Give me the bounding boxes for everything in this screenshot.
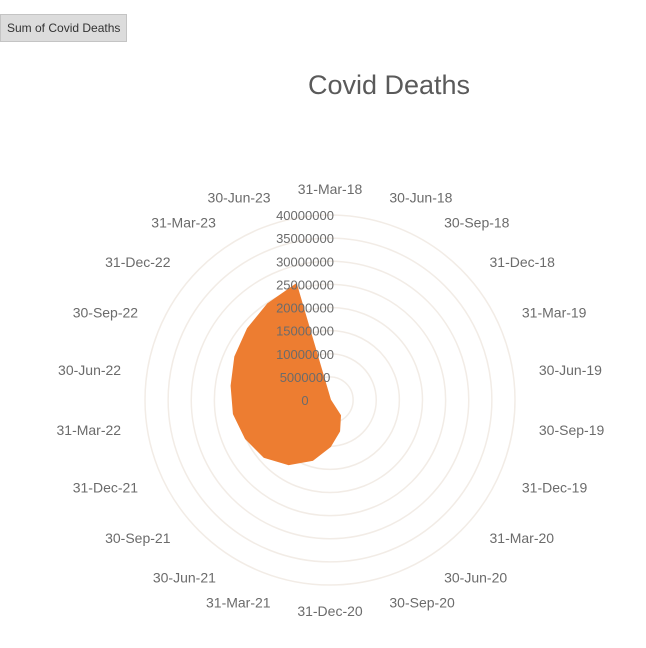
category-label: 31-Dec-19 [522,480,588,496]
tick-label: 0 [301,393,308,408]
category-label: 30-Sep-22 [73,304,139,320]
tick-label: 30000000 [276,254,334,269]
category-label: 30-Sep-21 [105,530,171,546]
category-label: 30-Jun-18 [389,190,452,206]
tick-label: 15000000 [276,324,334,339]
category-label: 31-Mar-20 [490,530,555,546]
category-label: 30-Jun-21 [153,570,216,586]
category-label: 30-Jun-20 [444,570,507,586]
tick-label: 10000000 [276,347,334,362]
category-label: 30-Sep-19 [539,422,605,438]
category-label: 31-Dec-22 [105,254,171,270]
grid-ring [167,237,493,563]
category-label: 30-Sep-18 [444,215,510,231]
category-label: 30-Jun-22 [58,362,121,378]
chart-title: Covid Deaths [307,70,471,100]
grid-ring [190,260,470,540]
category-label: 30-Sep-20 [389,595,455,611]
category-label: 31-Mar-21 [206,595,271,611]
tick-label: 5000000 [280,370,331,385]
field-button-sum-of-covid-deaths[interactable]: Sum of Covid Deaths [0,14,128,42]
grid-ring [213,283,447,517]
tick-label: 40000000 [276,208,334,223]
category-label: 31-Dec-21 [73,480,139,496]
tick-label: 20000000 [276,301,334,316]
category-label: 30-Jun-23 [208,190,271,206]
series-area [230,283,341,466]
category-label: 31-Dec-18 [490,254,556,270]
category-label: 30-Jun-19 [539,362,602,378]
tick-label: 35000000 [276,231,334,246]
category-label: 31-Mar-19 [522,304,587,320]
tick-label: 25000000 [276,277,334,292]
category-label: 31-Dec-20 [297,603,363,619]
grid-ring [144,214,516,586]
category-label: 31-Mar-18 [298,181,363,197]
category-label: 31-Mar-22 [57,422,122,438]
category-label: 31-Mar-23 [151,215,216,231]
